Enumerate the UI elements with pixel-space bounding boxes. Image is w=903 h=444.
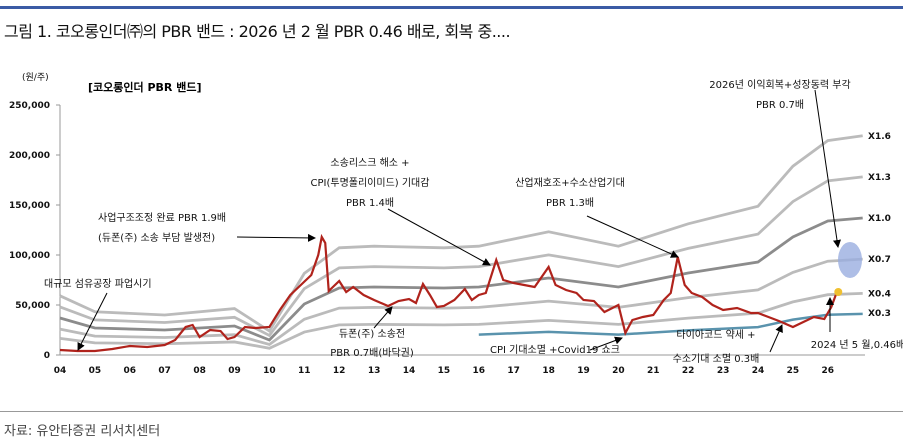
x-tick-label: 18 xyxy=(542,366,555,376)
annotation-text: PBR 1.4배 xyxy=(346,197,394,209)
x-tick-label: 11 xyxy=(298,366,311,376)
x-tick-label: 14 xyxy=(403,366,416,376)
band-label: X1.3 xyxy=(868,173,891,183)
x-tick-label: 17 xyxy=(507,366,520,376)
annotation-arrow xyxy=(589,336,623,351)
annotation-arrow xyxy=(814,89,841,248)
y-tick-label: 100,000 xyxy=(9,251,50,261)
annotation-text: 산업재호조+수소산업기대 xyxy=(515,176,625,189)
band-label: X0.4 xyxy=(868,289,891,299)
x-tick-label: 20 xyxy=(612,366,625,376)
y-tick-label: 200,000 xyxy=(9,151,50,161)
x-tick-label: 22 xyxy=(682,366,695,376)
band-label: X1.0 xyxy=(868,214,891,224)
annotation-text: 대규모 섬유공장 파업시기 xyxy=(44,277,152,290)
x-tick-label: 21 xyxy=(647,366,660,376)
bottom-rule xyxy=(0,411,903,412)
annotation-arrow xyxy=(373,306,393,329)
annotation-text: 수소기대 소멸 0.3배 xyxy=(673,353,760,365)
x-tick-label: 05 xyxy=(89,366,102,376)
band-label: X0.3 xyxy=(868,309,891,319)
annotation-text: PBR 1.3배 xyxy=(546,197,594,209)
source-note: 자료: 유안타증권 리서치센터 xyxy=(4,424,161,439)
highlight-point xyxy=(834,288,843,296)
x-tick-label: 24 xyxy=(752,366,765,376)
annotation-arrow xyxy=(77,292,108,351)
y-tick-label: 0 xyxy=(44,351,50,361)
x-tick-label: 26 xyxy=(822,366,835,376)
annotation-text: 2026년 이익회복+성장동력 부각 xyxy=(709,79,850,91)
x-tick-label: 25 xyxy=(787,366,800,376)
x-tick-label: 12 xyxy=(333,366,346,376)
top-rule xyxy=(0,6,903,9)
annotation-text: CPI 기대소멸 +Covid19 쇼크 xyxy=(490,344,620,356)
x-tick-label: 08 xyxy=(193,366,206,376)
x-tick-label: 13 xyxy=(368,366,381,376)
x-tick-label: 15 xyxy=(438,366,451,376)
annotation-arrow xyxy=(236,233,316,242)
annotation-text: (듀폰(주) 소송 부담 발생전) xyxy=(98,232,215,244)
figure-title: 그림 1. 코오롱인더㈜의 PBR 밴드 : 2026 년 2 월 PBR 0.… xyxy=(4,22,511,41)
annotation-text: 2024 년 5 월,0.46배 xyxy=(811,339,903,351)
annotation-text: 타이아코드 약세 + xyxy=(676,329,755,341)
chart-title: [코오롱인더 PBR 밴드] xyxy=(88,80,201,94)
annotation-text: 소송리스크 해소 + xyxy=(330,156,409,169)
annotation-text: CPI(투명폴리이미드) 기대감 xyxy=(311,177,430,189)
band-line-x0-7 xyxy=(59,257,863,347)
pbr-band-chart: (원/주) [코오롱인더 PBR 밴드] 0 50,000 100,000 150,0… xyxy=(9,72,903,376)
y-tick-label: 50,000 xyxy=(15,301,50,311)
y-tick-label: 150,000 xyxy=(9,201,50,211)
annotation-arrow xyxy=(769,324,783,353)
x-tick-label: 16 xyxy=(473,366,486,376)
x-tick-label: 23 xyxy=(717,366,730,376)
y-tick-label: 250,000 xyxy=(9,101,50,111)
annotation-text: 사업구조조정 완료 PBR 1.9배 xyxy=(98,211,226,224)
band-label: X0.7 xyxy=(868,255,891,265)
x-tick-label: 07 xyxy=(158,366,171,376)
band-line-x1-6 xyxy=(59,134,863,333)
annotation-arrow xyxy=(586,215,679,258)
band-line-x1-3 xyxy=(59,175,863,338)
annotation-text: PBR 0.7배 xyxy=(756,99,804,111)
price-line xyxy=(59,233,838,353)
annotation-text: PBR 0.7배(바닥권) xyxy=(330,347,414,359)
band-line-x1-0 xyxy=(59,216,863,342)
band-line-x0-3 xyxy=(478,312,863,336)
x-tick-label: 09 xyxy=(228,366,241,376)
band-label: X1.6 xyxy=(868,132,891,142)
band-line-x0-4 xyxy=(59,291,863,350)
annotation-text: 듀폰(주) 소송전 xyxy=(339,328,405,340)
x-tick-label: 19 xyxy=(577,366,590,376)
x-tick-label: 10 xyxy=(263,366,276,376)
y-axis-unit: (원/주) xyxy=(22,72,49,83)
annotation-arrow xyxy=(387,208,491,266)
x-tick-label: 06 xyxy=(124,366,137,376)
target-ellipse xyxy=(838,241,862,278)
x-tick-label: 04 xyxy=(54,366,67,376)
